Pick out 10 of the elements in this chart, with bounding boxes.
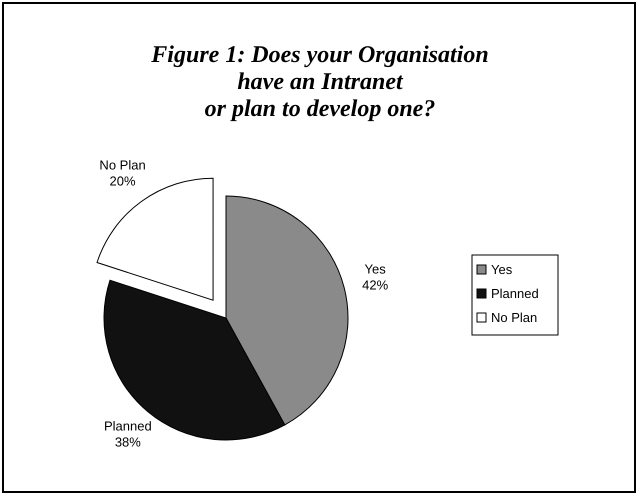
- data-label: 42%: [362, 278, 389, 293]
- legend-label: Yes: [491, 262, 513, 277]
- legend-label: No Plan: [491, 310, 538, 325]
- data-label: 20%: [110, 174, 136, 189]
- data-label: 38%: [114, 434, 142, 450]
- legend-label: Planned: [491, 286, 539, 301]
- slice-label: No Plan: [99, 158, 146, 173]
- slice-label: Yes: [364, 262, 386, 277]
- slice-label: Planned: [104, 418, 152, 434]
- chart-title: Figure 1: Does your Organisation have an Intranet or plan to develop one?: [150, 42, 489, 122]
